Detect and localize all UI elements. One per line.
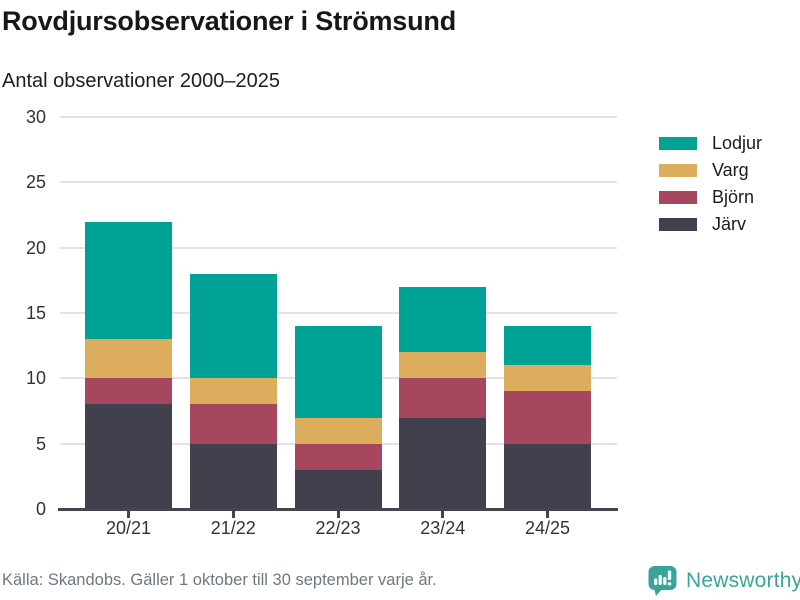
legend-label: Björn <box>712 187 755 207</box>
x-tick-label: 23/24 <box>420 518 466 538</box>
x-axis-line <box>58 507 618 511</box>
bar-segment-lodjur-21-22 <box>189 273 277 379</box>
x-axis-tick <box>231 510 235 518</box>
x-axis-tick <box>441 510 445 518</box>
legend-label: Järv <box>712 214 747 234</box>
legend-item-järv: Järv <box>659 214 762 234</box>
y-tick-label: 30 <box>25 107 46 127</box>
x-tick-label: 22/23 <box>315 518 361 538</box>
y-tick-label: 5 <box>35 433 46 454</box>
legend-item-lodjur: Lodjur <box>659 133 763 153</box>
bar-segment-lodjur-23-24 <box>399 286 487 353</box>
bar-segment-varg-24-25 <box>504 365 591 392</box>
legend-swatch-lodjur <box>659 137 697 150</box>
gridline <box>60 116 617 118</box>
chart-title: Rovdjursobservationer i Strömsund <box>2 6 456 36</box>
newsworthy-bubble-chart-icon <box>648 566 677 596</box>
x-axis-tick <box>336 510 340 518</box>
legend-swatch-järv <box>659 218 697 231</box>
bar-segment-björn-22-23 <box>294 443 382 470</box>
gridline <box>60 312 617 314</box>
gridline <box>60 181 617 184</box>
y-tick-label: 20 <box>25 237 46 258</box>
bar-segment-lodjur-22-23 <box>294 326 382 418</box>
bar-segment-varg-21-22 <box>189 378 277 405</box>
bar-segment-järv-24-25 <box>504 443 591 509</box>
bar-segment-järv-23-24 <box>399 417 487 509</box>
legend-swatch-björn <box>659 191 697 204</box>
source-note: Källa: Skandobs. Gäller 1 oktober till 3… <box>2 571 437 589</box>
x-tick-label: 21/22 <box>210 518 256 538</box>
newsworthy-wordmark: Newsworthy <box>686 569 800 592</box>
bar-segment-järv-21-22 <box>189 443 277 509</box>
legend-item-varg: Varg <box>659 160 762 180</box>
bar-segment-björn-24-25 <box>504 391 591 444</box>
bar-segment-varg-23-24 <box>399 352 487 379</box>
legend-item-björn: Björn <box>659 187 762 207</box>
bar-segment-björn-20-21 <box>85 378 172 405</box>
newsworthy-logo[interactable]: Newsworthy <box>648 564 800 598</box>
bar-segment-lodjur-20-21 <box>85 221 172 340</box>
legend: Lodjur Varg Björn Järv <box>659 133 763 245</box>
y-tick-label: 0 <box>35 499 46 519</box>
bar-segment-lodjur-24-25 <box>504 326 591 366</box>
bar-segment-järv-22-23 <box>294 469 382 509</box>
chart-subtitle: Antal observationer 2000–2025 <box>2 70 280 92</box>
legend-label: Lodjur <box>712 133 763 153</box>
x-tick-label: 20/21 <box>105 518 152 538</box>
y-tick-label: 15 <box>25 303 46 323</box>
y-tick-label: 25 <box>25 172 46 193</box>
gridline <box>60 246 617 249</box>
x-axis-tick <box>546 510 549 518</box>
bar-segment-björn-21-22 <box>189 404 277 444</box>
x-axis-tick <box>127 510 130 518</box>
y-tick-label: 10 <box>25 368 46 389</box>
bar-segment-varg-20-21 <box>85 339 172 379</box>
x-tick-label: 24/25 <box>524 518 571 538</box>
bar-segment-järv-20-21 <box>85 404 172 509</box>
bar-segment-björn-23-24 <box>399 378 487 418</box>
bar-segment-varg-22-23 <box>294 417 382 444</box>
legend-label: Varg <box>712 160 749 180</box>
legend-swatch-varg <box>659 164 697 177</box>
